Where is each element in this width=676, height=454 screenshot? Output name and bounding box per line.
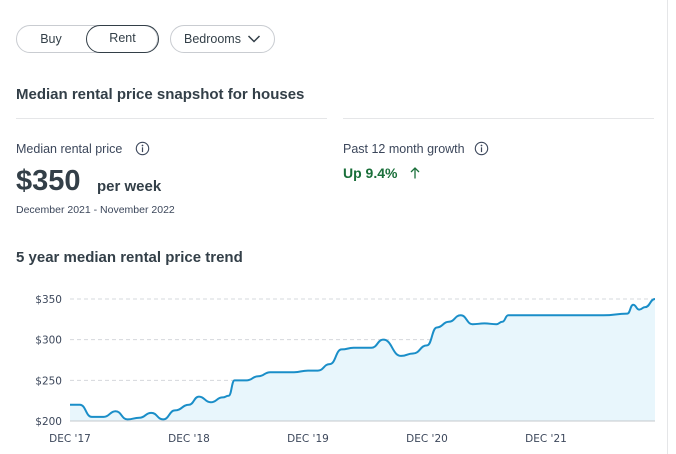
x-tick-label: DEC '21	[525, 433, 567, 445]
x-tick-label: DEC '17	[49, 433, 91, 445]
x-tick-label: DEC '19	[287, 433, 329, 445]
divider-left	[16, 118, 327, 119]
y-tick-label: $250	[35, 375, 62, 387]
chevron-down-icon	[247, 35, 261, 43]
y-tick-label: $350	[35, 294, 62, 306]
info-icon[interactable]	[135, 141, 150, 156]
arrow-up-icon	[410, 167, 420, 179]
y-tick-label: $300	[35, 335, 62, 347]
panel-right-border	[667, 0, 668, 454]
median-price-unit: per week	[97, 178, 162, 195]
x-tick-label: DEC '20	[406, 433, 448, 445]
growth-value: Up 9.4%	[343, 165, 398, 181]
y-tick-label: $200	[35, 416, 62, 428]
rent-button[interactable]: Rent	[86, 25, 159, 53]
median-price-label: Median rental price	[16, 142, 123, 156]
date-range: December 2021 - November 2022	[16, 204, 175, 216]
buy-button[interactable]: Buy	[40, 32, 62, 46]
trend-title: 5 year median rental price trend	[16, 249, 243, 266]
bedrooms-dropdown-label: Bedrooms	[184, 32, 241, 46]
x-tick-label: DEC '18	[168, 433, 210, 445]
trend-area	[70, 299, 655, 421]
info-icon[interactable]	[474, 141, 489, 156]
median-price-value: $350	[16, 165, 81, 197]
listing-type-toggle: Buy Rent	[16, 25, 159, 53]
divider-right	[343, 118, 654, 119]
bedrooms-dropdown[interactable]: Bedrooms	[170, 25, 275, 53]
trend-line	[70, 298, 656, 421]
growth-label: Past 12 month growth	[343, 142, 465, 156]
snapshot-title: Median rental price snapshot for houses	[16, 86, 305, 103]
